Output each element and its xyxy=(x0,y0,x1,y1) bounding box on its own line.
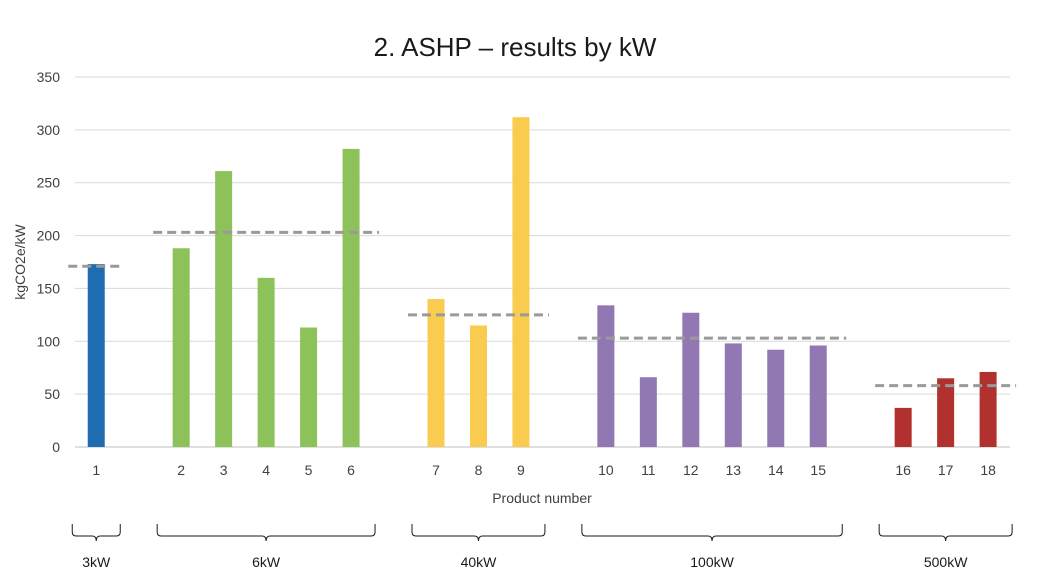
bar-product-8 xyxy=(469,325,487,447)
bar-product-16 xyxy=(894,407,912,447)
x-tick-label: 10 xyxy=(598,462,614,478)
group-label-500kW: 500kW xyxy=(924,554,968,570)
x-tick-label: 15 xyxy=(810,462,826,478)
x-tick-label: 9 xyxy=(517,462,525,478)
bar-product-12 xyxy=(682,312,700,447)
x-tick-label: 2 xyxy=(177,462,185,478)
x-tick-label: 6 xyxy=(347,462,355,478)
x-tick-label: 3 xyxy=(220,462,228,478)
y-tick-label: 50 xyxy=(44,386,60,402)
y-tick-label: 200 xyxy=(37,228,61,244)
bar-product-17 xyxy=(937,378,955,447)
x-tick-label: 7 xyxy=(432,462,440,478)
bracket-500kW xyxy=(878,524,1013,542)
x-tick-label: 1 xyxy=(92,462,100,478)
x-tick-label: 4 xyxy=(262,462,270,478)
y-axis-label: kgCO2e/kW xyxy=(12,223,28,299)
bar-product-6 xyxy=(342,148,360,447)
group-label-100kW: 100kW xyxy=(690,554,734,570)
bar-product-15 xyxy=(809,345,827,447)
bar-product-3 xyxy=(215,171,233,448)
x-tick-label: 17 xyxy=(938,462,954,478)
bar-product-4 xyxy=(257,277,275,447)
y-axis-ticks: 0 50 100 150 200 250 300 350 xyxy=(37,69,61,455)
y-tick-label: 100 xyxy=(37,333,61,349)
bar-product-10 xyxy=(597,305,615,447)
bars xyxy=(87,117,997,448)
x-tick-label: 16 xyxy=(895,462,911,478)
x-tick-label: 13 xyxy=(725,462,741,478)
x-tick-label: 8 xyxy=(475,462,483,478)
group-brackets: 3kW 6kW 40kW 100kW 500kW xyxy=(71,524,1013,570)
group-average-lines xyxy=(68,230,1017,388)
y-tick-label: 350 xyxy=(37,69,61,85)
bar-product-2 xyxy=(172,248,190,447)
bar-product-7 xyxy=(427,299,445,447)
bar-product-13 xyxy=(724,343,742,447)
bracket-100kW xyxy=(581,524,843,542)
bracket-6kW xyxy=(156,524,376,542)
group-label-3kW: 3kW xyxy=(82,554,111,570)
x-tick-label: 12 xyxy=(683,462,699,478)
group-label-6kW: 6kW xyxy=(252,554,281,570)
y-tick-label: 0 xyxy=(52,439,60,455)
bar-product-14 xyxy=(767,349,785,447)
bar-product-5 xyxy=(300,327,318,447)
bar-product-9 xyxy=(512,117,530,448)
x-axis-ticks: 1 2 3 4 5 6 7 8 9 10 11 12 13 14 15 16 17 18 xyxy=(92,462,996,478)
bracket-3kW xyxy=(71,524,121,542)
bracket-40kW xyxy=(411,524,546,542)
x-axis-label: Product number xyxy=(492,490,592,506)
x-tick-label: 18 xyxy=(980,462,996,478)
x-tick-label: 11 xyxy=(641,462,656,478)
y-tick-label: 300 xyxy=(37,122,61,138)
group-label-40kW: 40kW xyxy=(461,554,498,570)
y-tick-label: 150 xyxy=(37,280,61,296)
chart-title: 2. ASHP – results by kW xyxy=(374,32,657,62)
bar-product-18 xyxy=(979,371,997,447)
y-tick-label: 250 xyxy=(37,175,61,191)
x-tick-label: 5 xyxy=(305,462,313,478)
bar-product-11 xyxy=(639,377,657,447)
bar-product-1 xyxy=(87,264,105,447)
x-tick-label: 14 xyxy=(768,462,784,478)
